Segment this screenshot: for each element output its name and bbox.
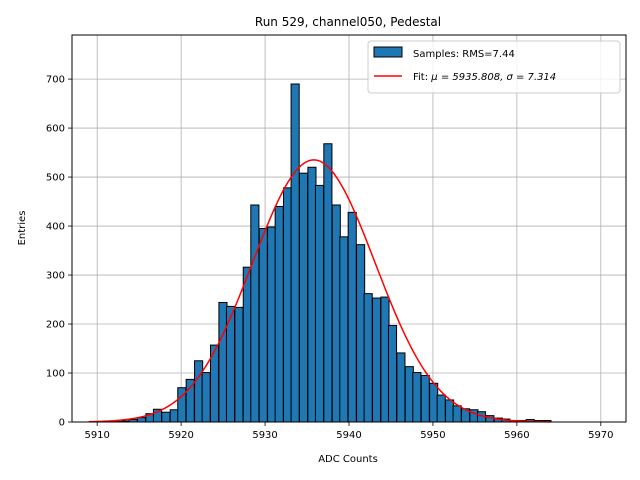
histogram-bar <box>387 324 398 423</box>
y-axis-ticks: 0 100 200 300 400 500 600 700 <box>46 75 72 429</box>
histogram-bar <box>314 184 325 423</box>
legend-box <box>367 40 621 94</box>
x-axis-ticks: 5910 5920 5930 5940 5950 5960 5970 <box>84 422 614 441</box>
y-tick-label: 0 <box>59 418 65 429</box>
histogram-bar <box>250 204 260 423</box>
x-tick-label: 5970 <box>588 430 613 441</box>
chart-title: Run 529, channel050, Pedestal <box>255 15 441 29</box>
histogram-bar <box>283 187 293 423</box>
histogram-bar <box>290 83 300 423</box>
histogram-bar <box>404 366 414 423</box>
legend-histogram-swatch <box>373 46 403 58</box>
histogram-bar <box>267 226 277 423</box>
fit-curve <box>88 159 551 423</box>
histogram-bar <box>436 394 446 423</box>
y-tick-label: 400 <box>46 222 65 233</box>
y-axis-title: Entries <box>17 211 28 246</box>
y-tick-label: 200 <box>46 320 65 331</box>
legend: Samples: RMS=7.44 Fit: μ = 5935.808, σ =… <box>367 40 621 94</box>
histogram-bar <box>331 204 341 423</box>
histogram-bar <box>429 382 439 423</box>
histogram-bar <box>194 360 204 423</box>
y-tick-label: 300 <box>46 271 65 282</box>
y-tick-label: 600 <box>46 124 65 135</box>
legend-fit-params: μ = 5935.808, σ = 7.314 <box>430 72 556 83</box>
x-axis-title: ADC Counts <box>318 454 378 465</box>
histogram-bar <box>396 352 406 423</box>
histogram-bar <box>452 405 462 423</box>
histogram-bar <box>363 293 373 423</box>
legend-fit-label: Fit: μ = 5935.808, σ = 7.314 <box>413 72 556 83</box>
histogram-bar <box>339 236 349 423</box>
histogram-bar <box>169 409 179 423</box>
histogram-bar <box>242 266 252 423</box>
histogram-bar <box>258 228 268 423</box>
legend-histogram-label: Samples: RMS=7.44 <box>413 49 515 60</box>
histogram-bar <box>323 143 333 423</box>
x-tick-label: 5930 <box>252 430 277 441</box>
histogram-bar <box>218 301 228 423</box>
legend-fit-prefix: Fit: <box>413 72 431 83</box>
histogram-bar <box>307 166 317 423</box>
histogram-bar <box>412 372 422 423</box>
histogram-bar <box>445 399 455 423</box>
x-tick-label: 5960 <box>504 430 529 441</box>
histogram-bar <box>161 411 171 423</box>
histogram-bar <box>201 372 211 423</box>
histogram-bar <box>356 244 366 423</box>
x-tick-label: 5910 <box>84 430 109 441</box>
y-tick-label: 100 <box>46 369 65 380</box>
x-tick-label: 5950 <box>420 430 445 441</box>
histogram-bar <box>298 172 309 423</box>
histogram-bar <box>274 205 284 423</box>
histogram-bar <box>420 374 430 423</box>
y-tick-label: 500 <box>46 173 65 184</box>
histogram-bar <box>372 297 382 423</box>
x-tick-label: 5940 <box>336 430 361 441</box>
histogram-bar <box>380 296 390 423</box>
x-tick-label: 5920 <box>168 430 193 441</box>
histogram-bar <box>185 378 195 423</box>
histogram-bar <box>347 211 357 423</box>
y-tick-label: 700 <box>46 75 65 86</box>
histogram-bar <box>234 306 244 423</box>
